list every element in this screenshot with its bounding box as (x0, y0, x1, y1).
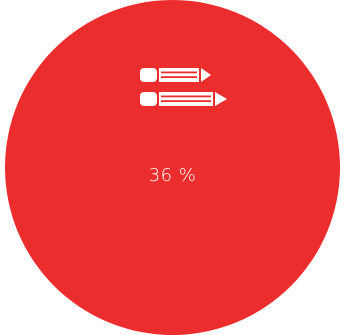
stat-value: 36 % (148, 165, 197, 186)
pencils-icon (140, 68, 227, 106)
stat-circle (5, 0, 340, 335)
